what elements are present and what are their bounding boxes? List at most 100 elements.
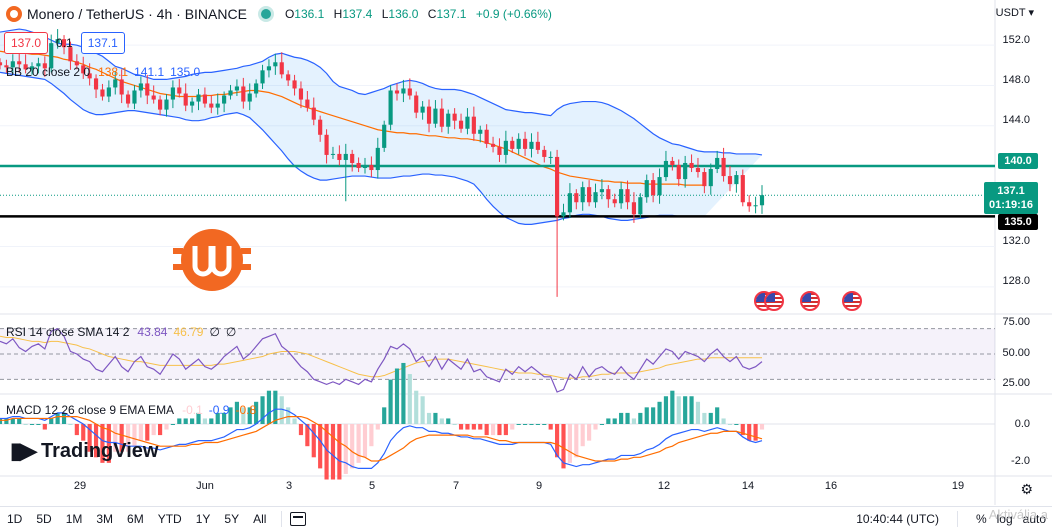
candle-body xyxy=(324,134,329,155)
candle-body xyxy=(68,47,73,62)
sell-button[interactable]: 137.0 xyxy=(4,32,49,54)
time-axis-label: 16 xyxy=(824,480,838,492)
candle-body xyxy=(535,141,540,150)
candle-body xyxy=(305,99,310,108)
range-1y[interactable]: 1Y xyxy=(195,512,211,526)
macd-histogram-bar xyxy=(151,424,156,436)
candle-body xyxy=(612,199,617,204)
macd-histogram-bar xyxy=(356,424,361,463)
candle-body xyxy=(433,108,438,124)
calendar-icon[interactable] xyxy=(290,512,307,526)
candle-body xyxy=(407,88,412,96)
currency-selector[interactable]: USDT ▾ xyxy=(995,7,1034,19)
macd-histogram-bar xyxy=(382,407,387,424)
log-toggle[interactable]: log xyxy=(996,512,1013,526)
macd-histogram-bar xyxy=(55,412,60,424)
macd-histogram-bar xyxy=(753,424,758,441)
macd-histogram-bar xyxy=(676,396,681,424)
candle-body xyxy=(106,87,111,97)
price-axis-label: 152.0 xyxy=(1002,34,1030,46)
range-ytd[interactable]: YTD xyxy=(157,512,182,526)
rsi-legend[interactable]: RSI 14 close SMA 14 2 43.84 46.79 ∅ ∅ xyxy=(6,325,237,339)
macd-histogram-bar xyxy=(292,418,297,424)
candle-body xyxy=(202,94,207,104)
chart-canvas[interactable] xyxy=(0,0,1052,505)
macd-histogram-bar xyxy=(606,418,611,424)
macd-histogram-bar xyxy=(599,424,604,425)
range-5y[interactable]: 5Y xyxy=(224,512,240,526)
macd-histogram-bar xyxy=(369,424,374,447)
candle-body xyxy=(247,93,252,102)
buy-button[interactable]: 137.1 xyxy=(80,32,125,54)
range-1d[interactable]: 1D xyxy=(7,512,23,526)
macd-histogram-bar xyxy=(593,424,598,430)
macd-histogram-bar xyxy=(702,412,707,424)
tradingview-logo[interactable]: ▮▶ TradingView xyxy=(10,438,159,463)
candle-body xyxy=(279,62,284,75)
macd-histogram-bar xyxy=(4,418,9,424)
us-event-flag-icon[interactable] xyxy=(842,291,862,311)
bb-legend[interactable]: BB 20 close 2 0 138.1 141.1 135.0 xyxy=(6,65,201,79)
candle-body xyxy=(298,88,304,100)
macd-histogram-bar xyxy=(234,401,240,424)
candle-body xyxy=(42,63,47,69)
candle-body xyxy=(330,153,336,155)
us-event-flag-icon[interactable] xyxy=(800,291,820,311)
tradingview-logo-icon: ▮▶ xyxy=(10,438,37,463)
candle-body xyxy=(241,86,246,102)
candle-body xyxy=(606,189,611,200)
symbol-title[interactable]: Monero / TetherUS · 4h · BINANCE xyxy=(27,6,247,22)
macd-histogram-bar xyxy=(362,424,368,458)
rsi-ma-line xyxy=(0,335,762,379)
macd-histogram-bar xyxy=(164,424,169,430)
macd-histogram-bar xyxy=(721,418,726,424)
range-5d[interactable]: 5D xyxy=(36,512,52,526)
utc-clock[interactable]: 10:40:44 (UTC) xyxy=(856,512,939,526)
candle-body xyxy=(420,106,425,113)
percent-toggle[interactable]: % xyxy=(975,512,987,526)
range-all[interactable]: All xyxy=(253,512,267,526)
candle-body xyxy=(23,64,28,70)
candle-body xyxy=(183,93,188,106)
macd-histogram-bar xyxy=(619,412,624,424)
candle-body xyxy=(292,80,297,89)
candle-body xyxy=(362,164,368,169)
range-3m[interactable]: 3M xyxy=(96,512,114,526)
macd-histogram-bar xyxy=(311,424,316,458)
macd-histogram-bar xyxy=(561,424,566,469)
macd-histogram-bar xyxy=(715,407,720,424)
bottom-toolbar: 1D 5D 1M 3M 6M YTD 1Y 5Y All 10:40:44 (U… xyxy=(0,506,1052,531)
auto-toggle[interactable]: auto xyxy=(1022,512,1046,526)
range-1m[interactable]: 1M xyxy=(65,512,83,526)
candle-body xyxy=(561,212,566,217)
candle-body xyxy=(439,108,444,127)
macd-histogram-bar xyxy=(215,412,220,424)
macd-histogram-bar xyxy=(330,424,336,480)
candle-body xyxy=(740,175,745,203)
range-6m[interactable]: 6M xyxy=(127,512,144,526)
candle-body xyxy=(683,162,688,180)
macd-histogram-bar xyxy=(318,424,323,469)
macd-histogram-bar xyxy=(145,424,150,441)
macd-histogram-bar xyxy=(29,424,35,425)
toolbar-divider xyxy=(281,511,283,527)
candle-body xyxy=(151,95,156,100)
candle-body xyxy=(222,95,227,104)
macd-histogram-bar xyxy=(535,424,540,425)
candle-body xyxy=(74,61,79,66)
macd-histogram-bar xyxy=(298,424,304,436)
macd-axis-label: -2.0 xyxy=(1011,455,1030,467)
macd-histogram-bar xyxy=(81,424,86,441)
gear-icon[interactable]: ⚙ xyxy=(1020,481,1033,497)
macd-legend[interactable]: MACD 12 26 close 9 EMA EMA -0.1 -0.9 -0.… xyxy=(6,403,257,417)
macd-histogram-bar xyxy=(612,418,617,424)
candle-body xyxy=(61,39,67,48)
candle-body xyxy=(394,90,400,94)
macd-histogram-bar xyxy=(279,396,284,424)
candle-body xyxy=(747,202,752,207)
candle-body xyxy=(542,149,547,157)
us-event-flag-icon[interactable] xyxy=(764,291,784,311)
bb-upper-line xyxy=(0,28,763,156)
monero-logo-icon xyxy=(6,6,22,22)
macd-histogram-bar xyxy=(529,424,534,425)
